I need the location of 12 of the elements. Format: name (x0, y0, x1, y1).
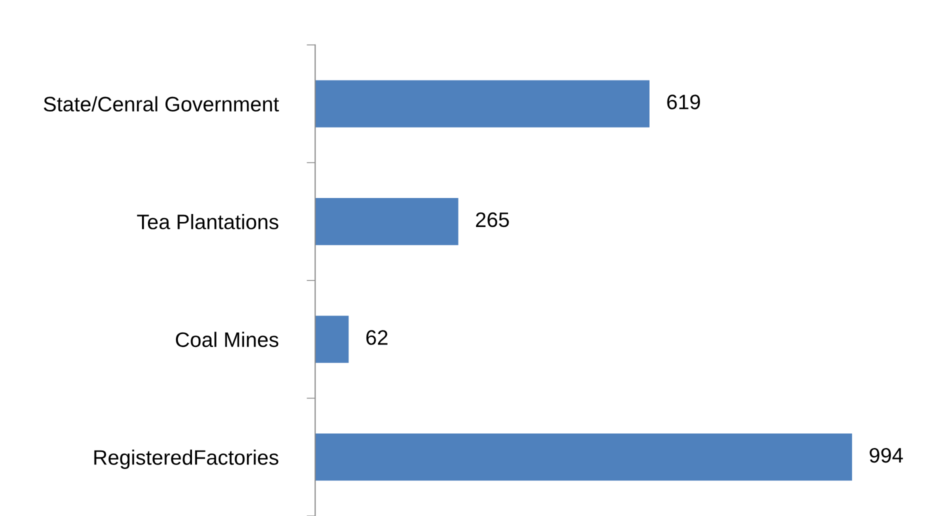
data-label: 619 (667, 94, 700, 110)
y-tick-label: RegisteredFactories (94, 450, 278, 469)
data-label: 994 (870, 448, 903, 463)
bar (315, 198, 458, 246)
bar (315, 316, 349, 363)
data-label: 265 (476, 212, 509, 228)
y-tick-label: Tea Plantations (137, 214, 278, 230)
bar (315, 80, 650, 128)
y-tick-label: Coal Mines (176, 332, 278, 348)
y-tick-label: State/Cenral Government (44, 96, 279, 112)
data-label: 62 (366, 330, 388, 345)
bar (315, 434, 852, 481)
